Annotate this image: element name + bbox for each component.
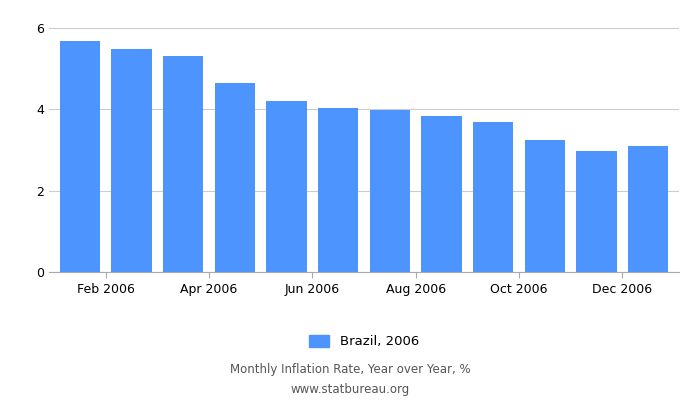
Bar [60,41,100,272]
Bar [576,150,617,272]
Bar [628,146,668,272]
Bar [163,56,204,272]
Legend: Brazil, 2006: Brazil, 2006 [304,330,424,354]
Text: www.statbureau.org: www.statbureau.org [290,384,410,396]
Bar [318,108,358,272]
Bar [524,140,565,272]
Bar [473,122,513,272]
Bar [215,84,255,272]
Bar [111,49,152,272]
Text: Monthly Inflation Rate, Year over Year, %: Monthly Inflation Rate, Year over Year, … [230,364,470,376]
Bar [421,116,461,272]
Bar [370,110,410,272]
Bar [267,101,307,272]
